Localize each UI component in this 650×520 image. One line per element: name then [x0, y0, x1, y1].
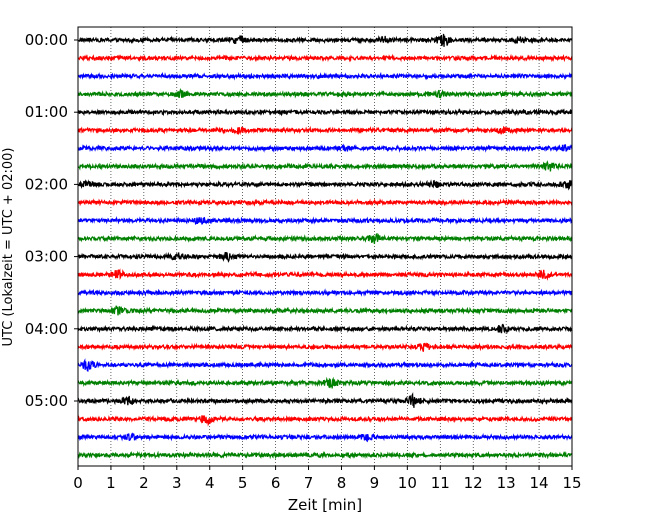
x-tick-label: 12	[464, 474, 483, 492]
seismic-trace	[77, 143, 573, 153]
seismic-trace	[77, 125, 573, 136]
x-axis-ticks: 0 1 2 3 4 5 6 7 8 9 10 11 12 13 14 15	[73, 466, 582, 492]
y-tick-label: 02:00	[25, 175, 68, 193]
x-tick-label: 7	[304, 474, 314, 492]
seismic-trace	[77, 342, 573, 352]
seismic-trace	[77, 376, 573, 389]
seismic-trace	[77, 53, 573, 63]
x-tick-label: 5	[238, 474, 248, 492]
seismic-trace	[77, 107, 573, 117]
x-axis-label: Zeit [min]	[288, 496, 362, 514]
plot-frame	[77, 26, 573, 467]
trace-group	[77, 33, 573, 460]
seismic-trace	[77, 198, 573, 207]
seismic-trace	[77, 233, 573, 244]
x-tick-label: 2	[139, 474, 149, 492]
x-tick-label: 10	[398, 474, 417, 492]
seismic-trace	[77, 305, 573, 316]
seismic-trace	[77, 323, 573, 335]
seismic-trace	[77, 216, 573, 225]
x-tick-label: 1	[106, 474, 116, 492]
x-tick-label: 8	[337, 474, 347, 492]
seismic-trace	[77, 358, 573, 372]
seismic-trace	[77, 160, 573, 172]
y-tick-label: 04:00	[25, 320, 68, 338]
x-tick-label: 6	[271, 474, 281, 492]
y-axis-label: UTC (Lokalzeit = UTC + 02:00)	[1, 148, 16, 347]
vertical-grid	[110, 27, 540, 466]
x-tick-label: 11	[431, 474, 450, 492]
x-tick-label: 0	[73, 474, 83, 492]
seismic-trace	[77, 288, 573, 298]
x-tick-label: 9	[370, 474, 380, 492]
y-tick-label: 01:00	[25, 103, 68, 121]
x-tick-label: 3	[172, 474, 182, 492]
x-tick-label: 15	[562, 474, 581, 492]
x-tick-label: 13	[497, 474, 516, 492]
y-tick-label: 05:00	[25, 392, 68, 410]
y-tick-label: 03:00	[25, 248, 68, 266]
y-tick-label: 00:00	[25, 31, 68, 49]
seismic-trace	[77, 251, 573, 263]
seismic-trace	[77, 71, 573, 81]
seismic-trace	[77, 33, 573, 47]
seismic-trace	[77, 450, 573, 460]
seismic-trace	[77, 268, 573, 281]
seismic-trace	[77, 179, 573, 191]
x-tick-label: 4	[205, 474, 215, 492]
seismic-trace	[77, 432, 573, 443]
y-axis-ticks: 00:00 01:00 02:00 03:00 04:00 05:00	[25, 31, 78, 410]
seismic-trace	[77, 391, 573, 408]
seismic-trace	[77, 87, 573, 99]
x-tick-label: 14	[530, 474, 549, 492]
seismic-trace	[77, 414, 573, 427]
